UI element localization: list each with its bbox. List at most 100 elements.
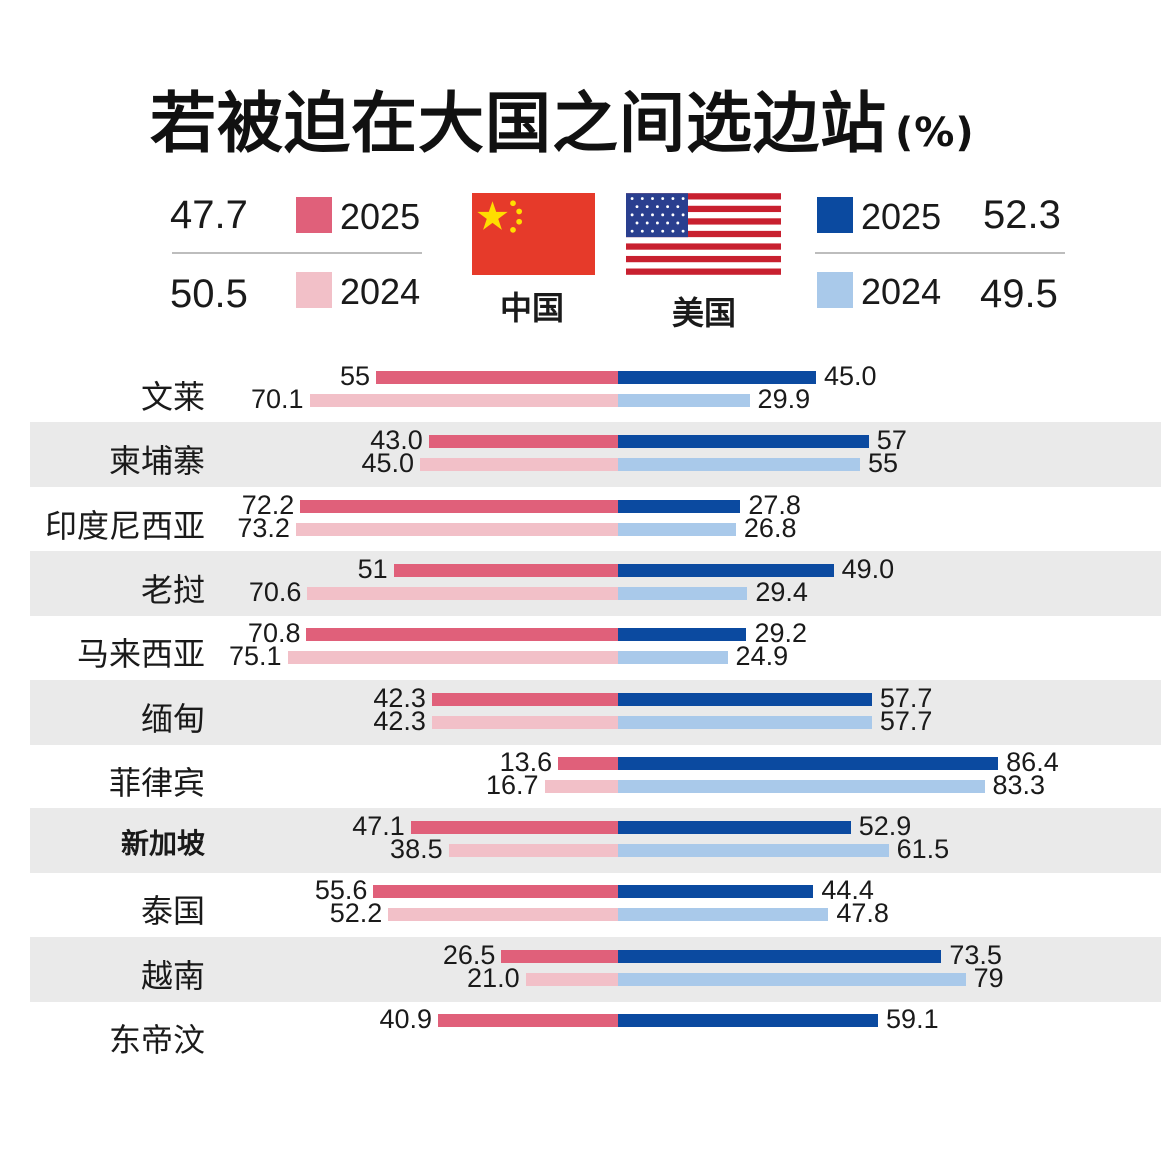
country-label: 菲律宾: [108, 763, 205, 802]
china-2025-value-label: 42.3: [373, 682, 426, 713]
us-2025-bar: [618, 563, 834, 577]
china-2025-value-label: 72.2: [241, 489, 295, 520]
country-label: 缅甸: [140, 699, 205, 738]
us-2025-value-label: 45.0: [824, 361, 877, 391]
us-2025-total: 52.3: [983, 193, 1061, 237]
us-2025-swatch: [817, 197, 853, 233]
china-2024-value-label: 70.1: [251, 384, 304, 414]
us-flag-icon: [626, 193, 781, 275]
us-2025-value-label: 29.2: [754, 618, 808, 649]
china-2024-bar: [420, 458, 618, 472]
us-2025-bar: [618, 371, 816, 384]
china-2025-bar: [306, 628, 618, 642]
us-2024-value-label: 24.9: [735, 641, 789, 672]
china-2024-value-label: 38.5: [390, 834, 443, 865]
china-2024-bar: [448, 844, 618, 858]
china-2024-value-label: 16.7: [485, 769, 539, 800]
us-2024-value-label: 61.5: [896, 834, 950, 865]
us-2025-value-label: 49.0: [841, 553, 895, 584]
china-label: 中国: [500, 289, 565, 327]
china-2025-bar: [431, 692, 618, 706]
us-2025-value-label: 52.9: [858, 811, 912, 842]
country-label: 泰国: [140, 892, 205, 931]
us-2024-bar: [618, 651, 728, 665]
us-2025-bar: [618, 499, 741, 513]
china-2024-year: 2024: [340, 271, 421, 312]
china-2025-value-label: 55.6: [314, 875, 368, 906]
us-2024-value-label: 26.8: [743, 512, 797, 543]
us-2024-value-label: 29.9: [757, 384, 811, 414]
china-2025-bar: [428, 435, 618, 449]
us-2024-value-label: 55: [868, 448, 899, 479]
us-2024-bar: [618, 458, 860, 472]
china-2025-value-label: 55: [339, 361, 370, 391]
us-2024-bar: [618, 715, 872, 729]
china-2025-value-label: 43.0: [370, 425, 423, 456]
china-2025-swatch: [296, 197, 332, 233]
us-2025-value-label: 57.7: [879, 682, 933, 713]
us-label: 美国: [672, 294, 737, 332]
country-label: 东帝汶: [108, 1021, 205, 1059]
us-2024-bar: [618, 844, 889, 858]
us-2025-value-label: 27.8: [748, 489, 801, 520]
china-2025-bar: [558, 756, 618, 770]
china-2024-bar: [307, 586, 618, 600]
us-2025-bar: [618, 821, 851, 835]
us-2025-bar: [618, 949, 942, 963]
china-2025-bar: [410, 821, 618, 835]
country-label: 文莱: [140, 378, 205, 416]
china-2024-total: 50.5: [170, 272, 248, 316]
us-2025-bar: [618, 1014, 879, 1027]
us-2025-bar: [618, 692, 872, 706]
china-2025-value-label: 51: [357, 553, 388, 584]
china-2025-value-label: 13.6: [499, 746, 553, 777]
china-2024-value-label: 45.0: [361, 448, 414, 479]
china-2025-year: 2025: [340, 196, 421, 237]
title-text: 若被迫在大国之间选边站: [150, 85, 887, 162]
china-2025-value-label: 40.9: [379, 1004, 433, 1034]
legend-divider-right: [815, 252, 1065, 254]
us-2024-value-label: 79: [973, 962, 1004, 993]
us-2025-bar: [618, 756, 999, 770]
us-2024-bar: [618, 522, 736, 536]
us-2025-value-label: 44.4: [821, 875, 874, 906]
legend-divider-left: [172, 252, 422, 254]
china-2024-swatch: [296, 272, 332, 308]
us-2025-value-label: 59.1: [886, 1004, 939, 1034]
country-label: 新加坡: [120, 827, 205, 861]
us-2024-value-label: 83.3: [992, 769, 1046, 800]
country-label: 马来西亚: [76, 635, 205, 674]
china-2025-bar: [501, 949, 618, 963]
china-2025-total: 47.7: [170, 193, 248, 237]
us-2024-bar: [618, 586, 748, 600]
china-2024-bar: [525, 972, 618, 986]
china-2025-bar: [393, 563, 618, 577]
us-2024-year: 2024: [861, 271, 942, 312]
us-2025-year: 2025: [861, 196, 942, 237]
title-unit: (%): [895, 110, 975, 156]
china-2024-value-label: 21.0: [467, 962, 520, 993]
china-2024-value-label: 73.2: [237, 512, 290, 543]
us-2025-value-label: 86.4: [1006, 746, 1059, 777]
china-2024-bar: [388, 908, 618, 922]
china-2024-value-label: 75.1: [229, 641, 282, 672]
country-label: 印度尼西亚: [44, 506, 205, 545]
china-2024-bar: [309, 394, 618, 407]
china-2025-bar: [300, 499, 618, 513]
row-band: [30, 936, 1161, 1002]
china-2025-bar: [373, 885, 618, 899]
country-label: 老挝: [140, 570, 205, 609]
china-2024-value-label: 52.2: [329, 898, 383, 929]
china-2024-bar: [287, 651, 618, 665]
us-2024-total: 49.5: [980, 272, 1058, 316]
china-2025-value-label: 47.1: [352, 811, 405, 842]
china-2024-bar: [544, 779, 618, 793]
china-2024-value-label: 70.6: [248, 576, 302, 607]
us-2025-bar: [618, 885, 814, 899]
china-2025-bar: [376, 371, 618, 384]
china-2024-bar: [431, 715, 618, 729]
china-2024-value-label: 42.3: [373, 705, 426, 736]
country-label: 越南: [140, 956, 205, 995]
us-2024-value-label: 47.8: [836, 898, 889, 929]
row-band: [30, 550, 1161, 616]
